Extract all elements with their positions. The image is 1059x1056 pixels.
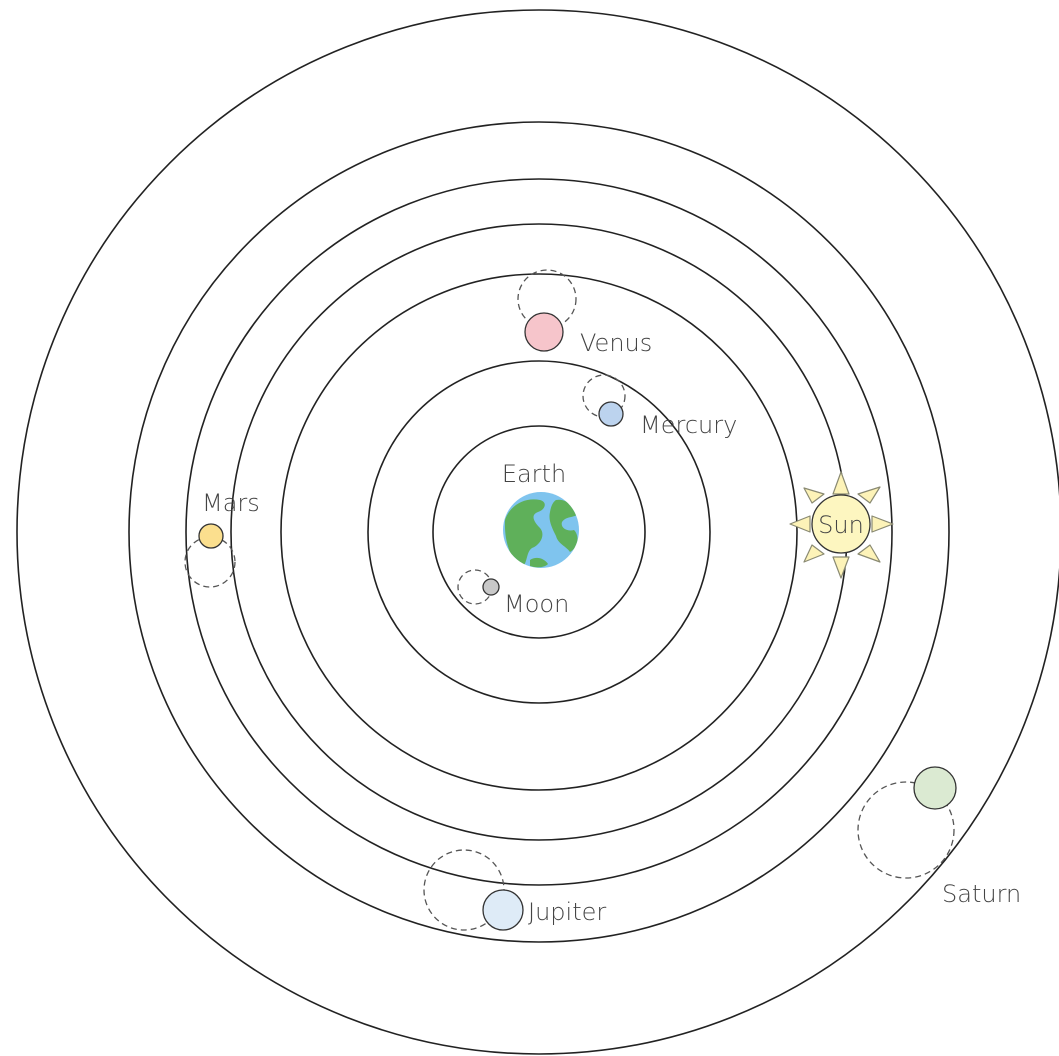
earth-label: Earth (502, 460, 566, 488)
orbit-venus (280, 273, 798, 791)
labels: Earth Moon Mercury Venus Sun Mars Jupite… (202, 329, 1021, 926)
mercury-label: Mercury (640, 411, 737, 439)
orbit-mars (185, 178, 893, 886)
sun-ray-top-right (857, 486, 881, 504)
jupiter-body (482, 889, 524, 931)
epicycle-saturn (857, 781, 955, 879)
moon-label: Moon (504, 590, 569, 618)
sun-disc (811, 494, 871, 554)
epicycle-mars (184, 536, 236, 588)
sun-ray-right (871, 515, 894, 533)
sun-label: Sun (818, 511, 864, 539)
moon-body (482, 578, 500, 596)
orbit-jupiter (128, 121, 950, 943)
saturn-label: Saturn (942, 880, 1021, 908)
sun-ray-bottom-left (803, 544, 825, 563)
orbit-saturn (16, 9, 1059, 1055)
sun-ray-top (832, 471, 850, 495)
sun-ray-left (789, 515, 811, 533)
sun-ray-bottom-right (857, 544, 881, 563)
planet-bodies (198, 312, 957, 931)
sun-ray-top-left (803, 487, 825, 504)
saturn-body (913, 766, 957, 810)
venus-body (524, 312, 564, 352)
venus-label: Venus (580, 329, 652, 357)
mars-body (198, 523, 224, 549)
orbit-moon (432, 425, 646, 639)
mars-label: Mars (202, 489, 260, 517)
jupiter-label: Jupiter (528, 898, 606, 926)
orbit-mercury (367, 360, 711, 704)
earth-icon (503, 492, 579, 568)
sun-ray-bottom (832, 556, 850, 579)
sun-icon (789, 471, 894, 579)
mercury-body (598, 401, 624, 427)
